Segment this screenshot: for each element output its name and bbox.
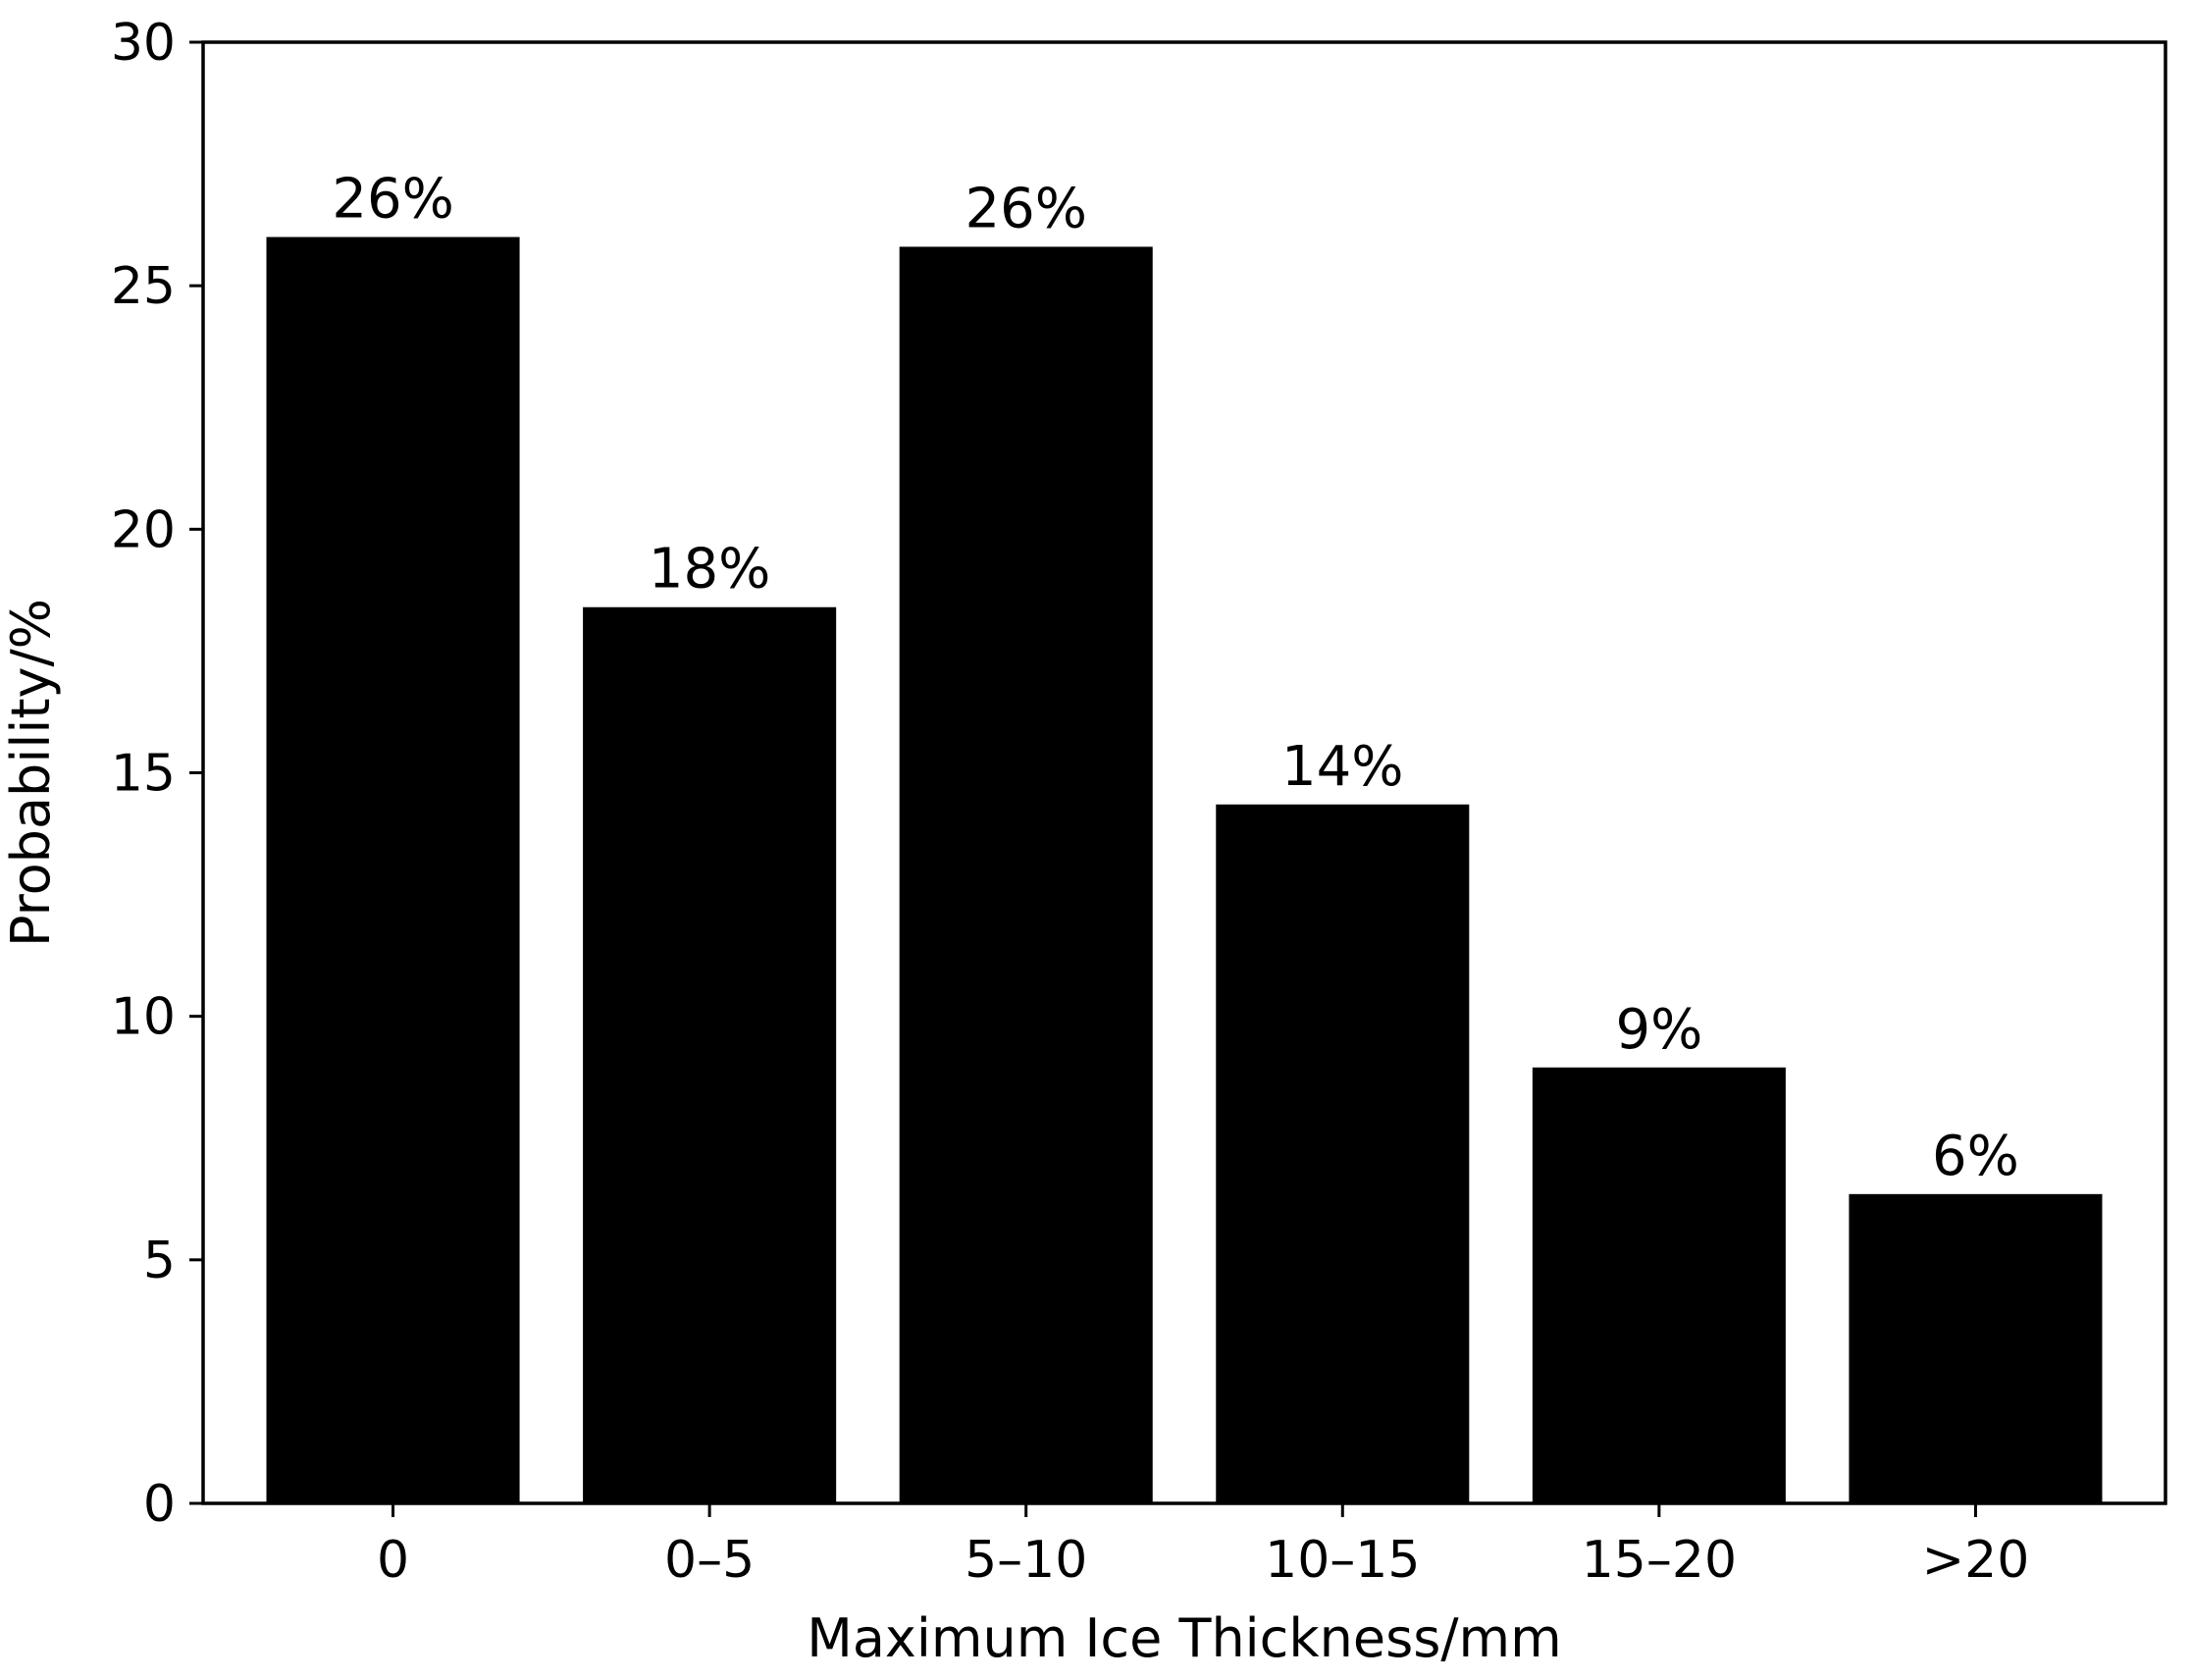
x-tick-label: 15–20: [1582, 1531, 1737, 1590]
bar-value-label: 9%: [1615, 998, 1702, 1062]
y-tick-label: 10: [111, 988, 176, 1047]
bar-5: [1849, 1193, 2103, 1503]
x-tick-label: 0: [377, 1531, 409, 1590]
x-tick-label: 0–5: [664, 1531, 755, 1590]
x-axis-label: Maximum Ice Thickness/mm: [807, 1607, 1562, 1669]
bars-group: [266, 236, 2103, 1504]
bar-value-label: 26%: [332, 168, 453, 232]
y-tick-label: 25: [111, 257, 176, 316]
x-axis: 0 0–5 5–10 10–15 15–20 >20: [377, 1503, 2029, 1590]
y-tick-label: 30: [111, 14, 176, 73]
bar-value-label: 18%: [649, 538, 770, 602]
y-tick-label: 20: [111, 500, 176, 559]
y-tick-label: 5: [143, 1232, 176, 1290]
y-axis: 0 5 10 15 20 25 30: [111, 14, 203, 1534]
bar-value-label: 26%: [965, 177, 1086, 240]
bar-value-label: 14%: [1281, 735, 1403, 799]
bar-0: [266, 236, 520, 1504]
y-axis-label: Probability/%: [0, 599, 62, 947]
x-tick-label: 10–15: [1265, 1531, 1420, 1590]
bar-4: [1532, 1067, 1786, 1503]
bar-2: [899, 246, 1153, 1504]
bar-3: [1216, 804, 1470, 1503]
bar-value-label: 6%: [1932, 1125, 2019, 1188]
x-tick-label: >20: [1922, 1531, 2030, 1590]
bar-labels-group: 26% 18% 26% 14% 9% 6%: [332, 168, 2019, 1188]
y-tick-label: 15: [111, 745, 176, 804]
x-tick-label: 5–10: [965, 1531, 1087, 1590]
bar-1: [583, 606, 837, 1503]
y-tick-label: 0: [143, 1475, 176, 1534]
